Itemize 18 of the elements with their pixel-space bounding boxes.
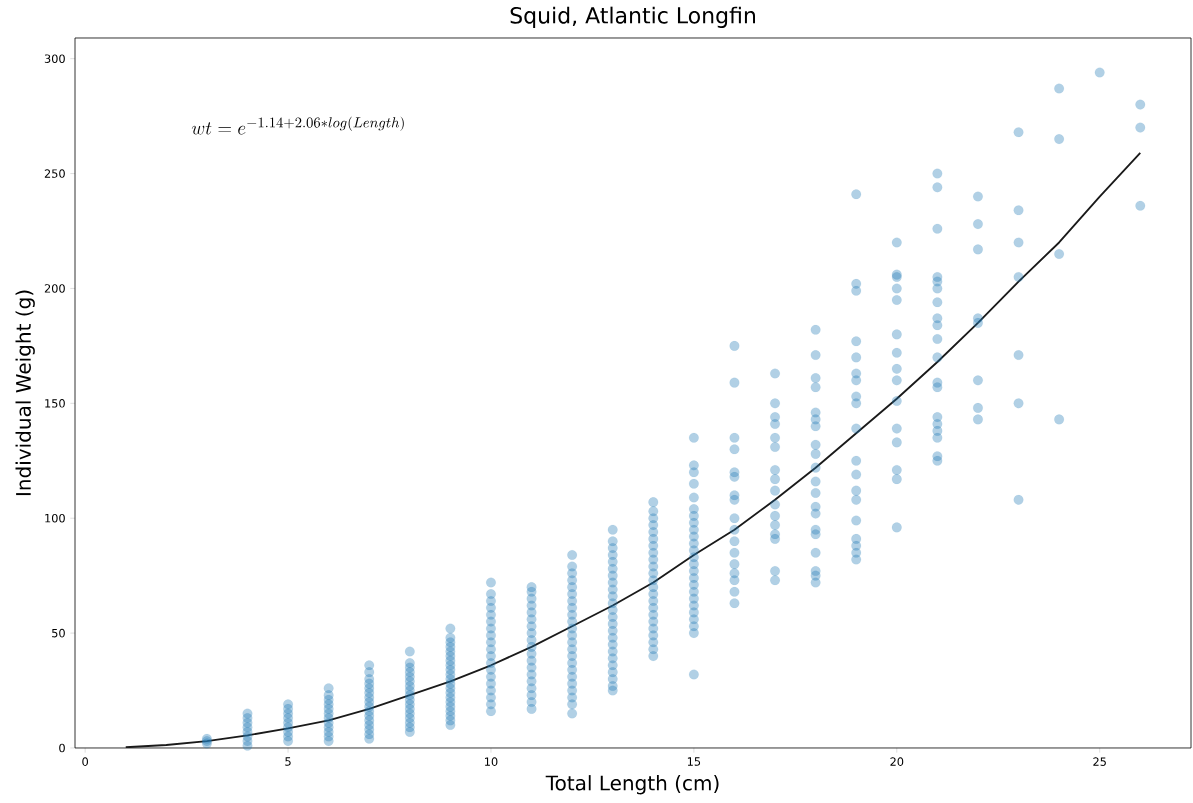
y-tick-label: 0 (59, 743, 65, 753)
x-tick-label: 5 (285, 757, 291, 766)
y-tick-label: 50 (52, 628, 65, 638)
y-axis-title: Individual Weight (g) (15, 290, 35, 496)
y-tick-label: 150 (45, 399, 65, 408)
annotation: $wt = e^{-1.14 + 2.06 * log(Length)}$ (191, 116, 404, 135)
x-tick-label: 0 (82, 757, 89, 766)
y-tick-label: 300 (44, 54, 65, 63)
x-tick-label: 25 (1093, 757, 1106, 766)
line-series (124, 151, 1142, 748)
x-axis-title: Total Length (cm) (545, 775, 719, 795)
x-tick-label: 15 (687, 757, 701, 766)
x-tick-label: 20 (890, 757, 904, 766)
y-tick-label: 100 (45, 513, 65, 523)
chart-title: Squid, Atlantic Longfin (510, 6, 755, 28)
y-tick-label: 200 (44, 284, 65, 293)
y-tick-label: 250 (44, 169, 65, 178)
x-tick-label: 10 (485, 757, 498, 766)
